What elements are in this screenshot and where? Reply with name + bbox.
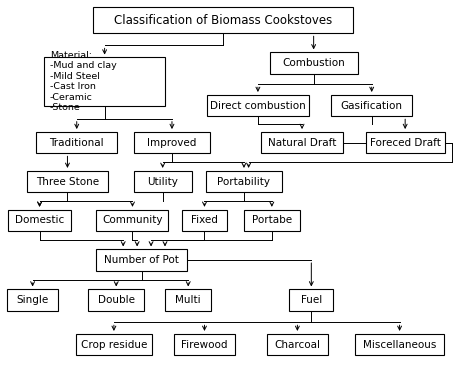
Text: Fuel: Fuel [301,295,322,305]
FancyBboxPatch shape [134,171,191,192]
FancyBboxPatch shape [7,290,58,311]
Text: Foreced Draft: Foreced Draft [370,138,441,148]
Text: Crop residue: Crop residue [81,339,147,350]
FancyBboxPatch shape [207,95,309,116]
FancyBboxPatch shape [261,132,343,153]
Text: Fixed: Fixed [191,215,218,226]
FancyBboxPatch shape [165,290,211,311]
FancyBboxPatch shape [206,171,283,192]
Text: Multi: Multi [175,295,201,305]
Text: Charcoal: Charcoal [274,339,320,350]
FancyBboxPatch shape [134,132,210,153]
FancyBboxPatch shape [75,334,152,355]
FancyBboxPatch shape [36,132,118,153]
Text: Direct combustion: Direct combustion [210,101,306,111]
Text: Single: Single [17,295,49,305]
Text: Improved: Improved [147,138,197,148]
Text: Portability: Portability [218,177,271,187]
FancyBboxPatch shape [8,210,71,231]
Text: Double: Double [98,295,135,305]
FancyBboxPatch shape [88,290,144,311]
FancyBboxPatch shape [365,132,445,153]
Text: Domestic: Domestic [15,215,64,226]
FancyBboxPatch shape [182,210,227,231]
Text: Natural Draft: Natural Draft [268,138,336,148]
Text: Gasification: Gasification [341,101,403,111]
FancyBboxPatch shape [93,8,353,33]
FancyBboxPatch shape [267,334,328,355]
Text: Classification of Biomass Cookstoves: Classification of Biomass Cookstoves [114,14,332,27]
Text: Portabe: Portabe [252,215,292,226]
FancyBboxPatch shape [331,95,412,116]
Text: Material:
-Mud and clay
-Mild Steel
-Cast Iron
-Ceramic
-Stone: Material: -Mud and clay -Mild Steel -Cas… [50,51,117,112]
FancyBboxPatch shape [97,249,187,271]
Text: Number of Pot: Number of Pot [104,255,179,265]
FancyBboxPatch shape [244,210,300,231]
FancyBboxPatch shape [270,52,358,74]
Text: Community: Community [102,215,163,226]
FancyBboxPatch shape [44,57,165,105]
FancyBboxPatch shape [289,290,333,311]
Text: Three Stone: Three Stone [36,177,99,187]
FancyBboxPatch shape [174,334,235,355]
Text: Combustion: Combustion [283,58,345,68]
Text: Miscellaneous: Miscellaneous [363,339,436,350]
FancyBboxPatch shape [97,210,168,231]
FancyBboxPatch shape [27,171,108,192]
Text: Utility: Utility [147,177,178,187]
FancyBboxPatch shape [356,334,444,355]
Text: Traditional: Traditional [49,138,104,148]
Text: Firewood: Firewood [181,339,228,350]
